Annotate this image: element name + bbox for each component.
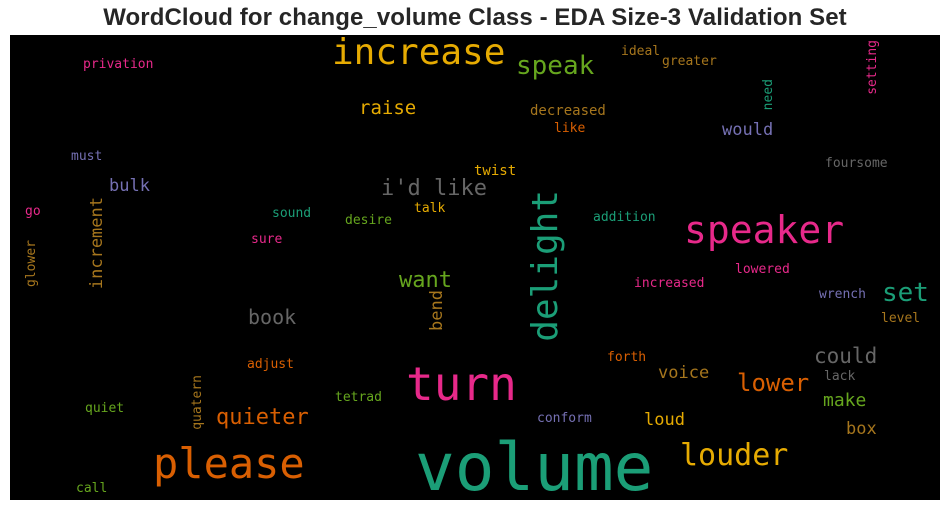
word-bend: bend [427, 290, 447, 331]
word-desire: desire [345, 213, 392, 228]
word-tetrad: tetrad [335, 390, 382, 405]
word-adjust: adjust [247, 357, 294, 372]
word-box: box [846, 419, 877, 439]
word-increment: increment [87, 197, 107, 290]
word-wrench: wrench [819, 287, 866, 302]
word-please: please [153, 439, 305, 488]
word-quieter: quieter [216, 405, 309, 430]
word-forth: forth [607, 350, 647, 365]
word-make: make [823, 390, 867, 411]
word-cloud-canvas: volume please turn speaker increase delight lo… [10, 32, 940, 506]
word-sure: sure [251, 232, 283, 247]
word-level: level [881, 311, 921, 326]
word-foursome: foursome [825, 156, 888, 171]
word-turn: turn [406, 357, 517, 411]
word-like: like [554, 121, 586, 136]
word-volume: volume [415, 429, 654, 506]
chart-title: WordCloud for change_volume Class - EDA … [103, 4, 847, 31]
word-quatern: quatern [190, 375, 205, 430]
word-ideal: ideal [621, 44, 661, 59]
word-set: set [882, 278, 929, 308]
word-go: go [25, 204, 41, 219]
word-lowered: lowered [735, 262, 790, 277]
word-book: book [248, 305, 297, 329]
word-speak: speak [516, 51, 595, 81]
word-glower: glower [24, 240, 39, 287]
word-decreased: decreased [530, 103, 606, 119]
word-loud: loud [644, 410, 685, 430]
word-talk: talk [414, 201, 446, 216]
word-louder: louder [680, 438, 789, 473]
word-setting: setting [865, 40, 880, 95]
word-lack: lack [824, 369, 856, 384]
word-conform: conform [537, 411, 592, 426]
word-addition: addition [593, 210, 656, 225]
word-raise: raise [359, 97, 417, 119]
word-privation: privation [83, 57, 154, 72]
word-i-d-like: i'd like [381, 176, 487, 201]
word-greater: greater [662, 54, 717, 69]
word-twist: twist [474, 163, 517, 179]
word-speaker: speaker [684, 208, 845, 252]
word-bulk: bulk [109, 176, 150, 196]
word-lower: lower [737, 369, 810, 397]
word-quiet: quiet [85, 401, 125, 416]
word-sound: sound [272, 206, 312, 221]
word-voice: voice [658, 363, 710, 383]
word-could: could [814, 344, 878, 368]
word-increased: increased [634, 276, 705, 291]
word-increase: increase [332, 32, 506, 73]
word-want: want [399, 268, 452, 293]
word-must: must [71, 149, 103, 164]
word-would: would [722, 120, 774, 140]
word-delight: delight [525, 190, 566, 342]
word-call: call [76, 481, 108, 496]
word-need: need [761, 79, 776, 111]
